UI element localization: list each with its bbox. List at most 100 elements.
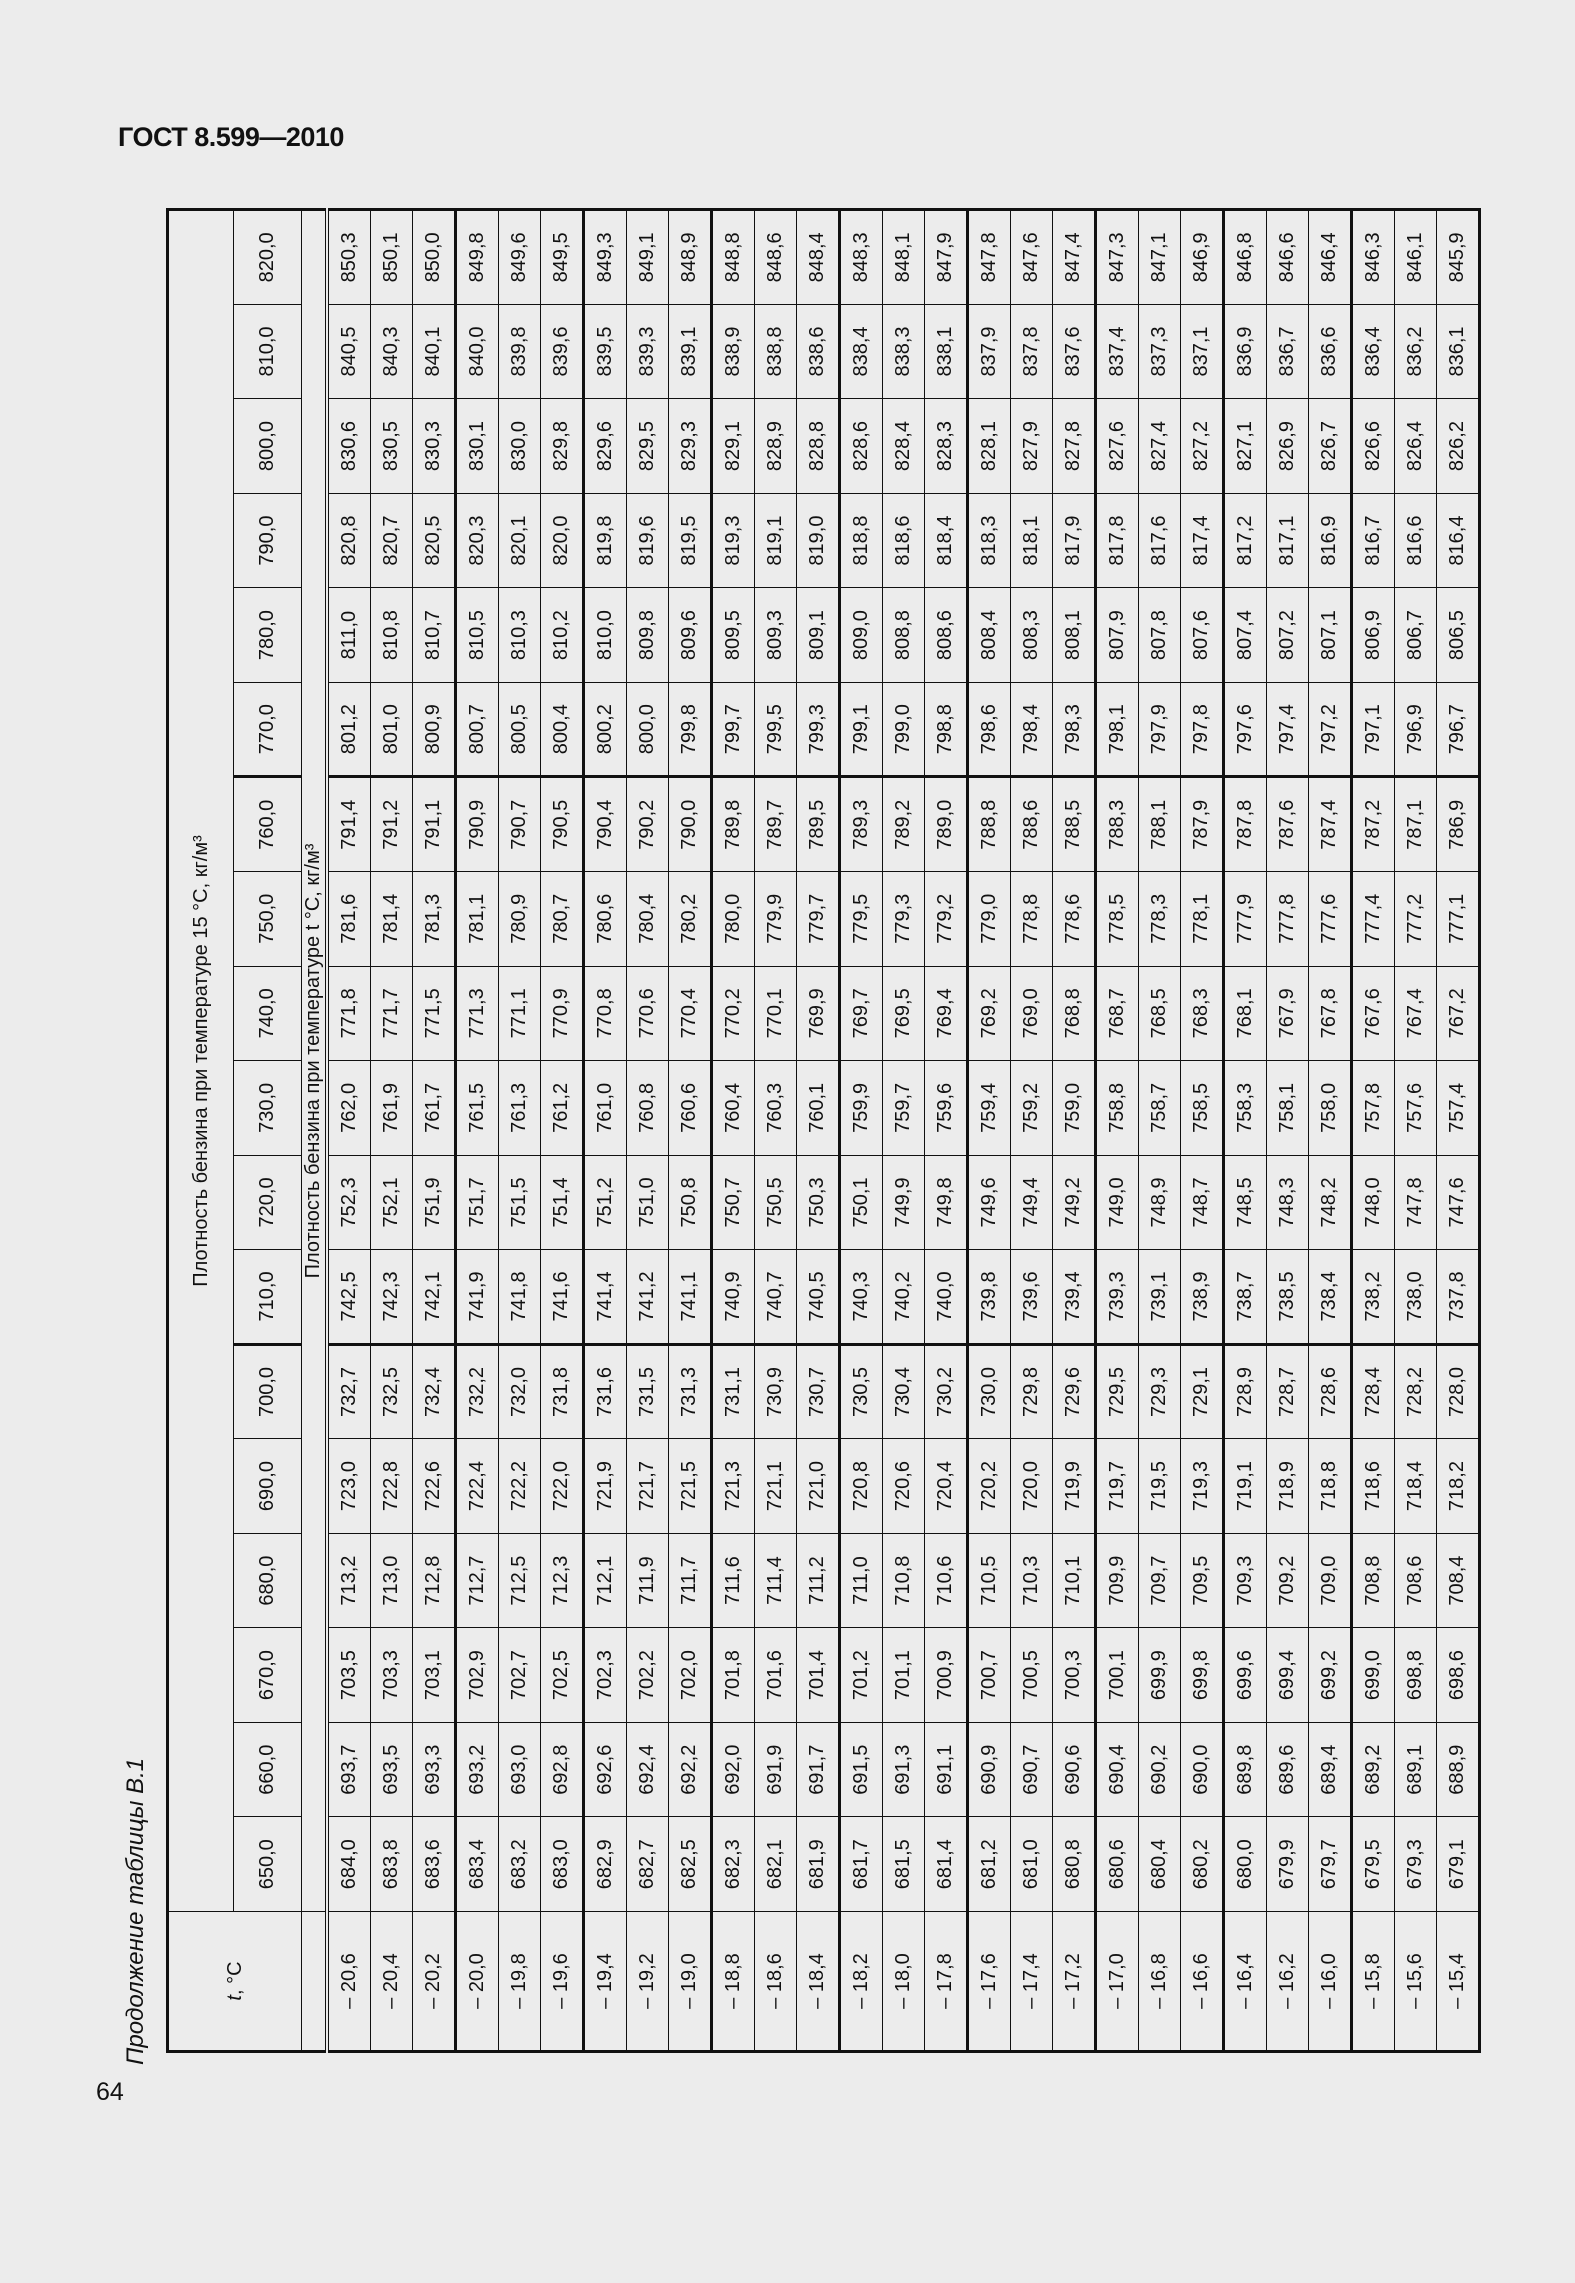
density-cell: 777,8 xyxy=(1266,871,1309,967)
table-row: – 16,2 679,9 689,6 699,4 709,2 718,9 728,7 738,… xyxy=(1266,209,1309,2052)
density-cell: 758,7 xyxy=(1138,1060,1181,1156)
density-cell: 836,4 xyxy=(1351,304,1395,399)
temperature-cell: – 16,2 xyxy=(1266,1911,1309,2052)
density-cell: 712,1 xyxy=(583,1533,627,1628)
density-cell: 838,3 xyxy=(882,304,925,399)
density-cell: 722,6 xyxy=(412,1438,456,1534)
density-cell: 778,5 xyxy=(1095,871,1139,967)
density-cell: 741,2 xyxy=(626,1249,669,1345)
column-header: 670,0 xyxy=(233,1627,302,1723)
density-cell: 702,3 xyxy=(583,1627,627,1723)
density-cell: 829,8 xyxy=(540,398,584,494)
density-cell: 749,9 xyxy=(882,1155,925,1250)
density-cell: 787,6 xyxy=(1266,776,1309,872)
density-cell: 839,1 xyxy=(668,304,712,399)
density-cell: 720,2 xyxy=(967,1438,1011,1534)
density-cell: 849,6 xyxy=(498,209,541,305)
density-cell: 820,3 xyxy=(455,493,499,588)
density-cell: 761,2 xyxy=(540,1060,584,1156)
density-cell: 722,2 xyxy=(498,1438,541,1534)
density-cell: 690,9 xyxy=(967,1722,1011,1817)
density-cell: 839,6 xyxy=(540,304,584,399)
density-cell: 728,9 xyxy=(1223,1344,1267,1439)
density-cell: 820,8 xyxy=(327,493,371,588)
density-cell: 748,9 xyxy=(1138,1155,1181,1250)
page-number: 64 xyxy=(96,2078,124,2106)
density-cell: 679,9 xyxy=(1266,1816,1309,1912)
density-cell: 702,0 xyxy=(668,1627,712,1723)
density-cell: 781,3 xyxy=(412,871,456,967)
density-cell: 750,5 xyxy=(754,1155,797,1250)
density-cell: 732,0 xyxy=(498,1344,541,1439)
density-cell: 699,6 xyxy=(1223,1627,1267,1723)
column-header: 770,0 xyxy=(233,682,302,777)
density-cell: 739,6 xyxy=(1010,1249,1053,1345)
density-cell: 838,9 xyxy=(711,304,755,399)
density-cell: 711,6 xyxy=(711,1533,755,1628)
density-cell: 779,7 xyxy=(796,871,840,967)
density-cell: 683,0 xyxy=(540,1816,584,1912)
density-cell: 778,6 xyxy=(1052,871,1096,967)
density-cell: 691,5 xyxy=(839,1722,883,1817)
density-cell: 780,9 xyxy=(498,871,541,967)
density-cell: 837,3 xyxy=(1138,304,1181,399)
density-cell: 693,7 xyxy=(327,1722,371,1817)
density-cell: 817,1 xyxy=(1266,493,1309,588)
column-header: 820,0 xyxy=(233,209,302,305)
density-cell: 759,6 xyxy=(924,1060,968,1156)
density-group-header: Плотность бензина при температуре 15 °C,… xyxy=(167,209,234,1912)
density-cell: 757,4 xyxy=(1436,1060,1480,1156)
density-cell: 798,3 xyxy=(1052,682,1096,777)
density-cell: 730,9 xyxy=(754,1344,797,1439)
density-cell: 721,3 xyxy=(711,1438,755,1534)
density-cell: 713,0 xyxy=(370,1533,413,1628)
density-cell: 703,5 xyxy=(327,1627,371,1723)
density-cell: 728,6 xyxy=(1308,1344,1352,1439)
temperature-cell: – 20,6 xyxy=(327,1911,371,2052)
density-cell: 820,7 xyxy=(370,493,413,588)
density-cell: 720,0 xyxy=(1010,1438,1053,1534)
density-cell: 846,9 xyxy=(1180,209,1224,305)
temperature-cell: – 17,8 xyxy=(924,1911,968,2052)
density-cell: 770,2 xyxy=(711,966,755,1061)
density-cell: 807,4 xyxy=(1223,587,1267,683)
density-cell: 847,8 xyxy=(967,209,1011,305)
column-header: 730,0 xyxy=(233,1060,302,1156)
density-cell: 828,4 xyxy=(882,398,925,494)
density-cell: 767,6 xyxy=(1351,966,1395,1061)
density-cell: 708,4 xyxy=(1436,1533,1480,1628)
density-cell: 808,8 xyxy=(882,587,925,683)
density-cell: 786,9 xyxy=(1436,776,1480,872)
table-row: – 19,8 683,2 693,0 702,7 712,5 722,2 732,0 741,… xyxy=(498,209,541,2052)
table-row: – 18,4 681,9 691,7 701,4 711,2 721,0 730,7 740,… xyxy=(796,209,840,2052)
density-cell: 690,4 xyxy=(1095,1722,1139,1817)
density-cell: 750,8 xyxy=(668,1155,712,1250)
density-cell: 790,4 xyxy=(583,776,627,872)
density-cell: 738,9 xyxy=(1180,1249,1224,1345)
density-cell: 729,6 xyxy=(1052,1344,1096,1439)
density-cell: 779,5 xyxy=(839,871,883,967)
density-cell: 709,7 xyxy=(1138,1533,1181,1628)
density-cell: 693,2 xyxy=(455,1722,499,1817)
temperature-cell: – 19,6 xyxy=(540,1911,584,2052)
temperature-cell: – 15,4 xyxy=(1436,1911,1480,2052)
density-cell: 718,9 xyxy=(1266,1438,1309,1534)
density-cell: 801,2 xyxy=(327,682,371,777)
density-cell: 701,1 xyxy=(882,1627,925,1723)
density-cell: 819,8 xyxy=(583,493,627,588)
density-cell: 758,1 xyxy=(1266,1060,1309,1156)
density-cell: 729,5 xyxy=(1095,1344,1139,1439)
density-cell: 799,0 xyxy=(882,682,925,777)
density-cell: 777,4 xyxy=(1351,871,1395,967)
temperature-cell: – 18,8 xyxy=(711,1911,755,2052)
density-cell: 789,2 xyxy=(882,776,925,872)
density-cell: 810,3 xyxy=(498,587,541,683)
density-cell: 700,7 xyxy=(967,1627,1011,1723)
density-cell: 836,9 xyxy=(1223,304,1267,399)
density-cell: 684,0 xyxy=(327,1816,371,1912)
density-cell: 817,2 xyxy=(1223,493,1267,588)
density-cell: 718,6 xyxy=(1351,1438,1395,1534)
density-cell: 850,0 xyxy=(412,209,456,305)
table-row: – 16,0 679,7 689,4 699,2 709,0 718,8 728,6 738,… xyxy=(1308,209,1352,2052)
density-cell: 849,3 xyxy=(583,209,627,305)
